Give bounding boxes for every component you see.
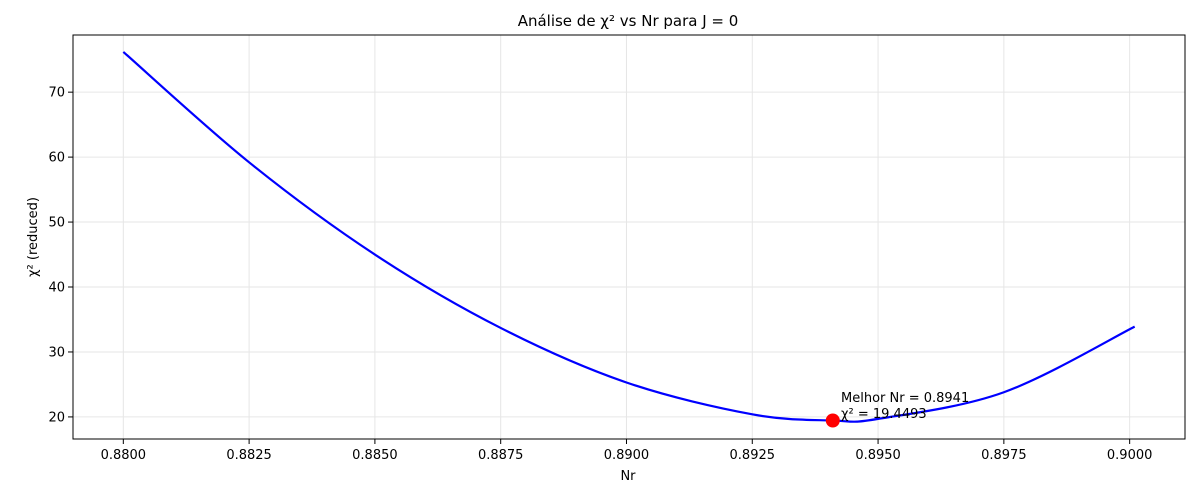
x-axis-label: Nr [620,469,636,484]
x-tick-label: 0.8875 [478,448,524,463]
x-tick-label: 0.8900 [604,448,650,463]
y-tick-label: 30 [48,345,65,360]
x-tick-label: 0.8800 [101,448,147,463]
best-nr-label: Melhor Nr = 0.8941 [841,391,969,406]
plot-frame [72,34,1186,440]
x-tick-label: 0.8975 [981,448,1027,463]
x-tick-label: 0.8825 [226,448,272,463]
chi-square-curve [122,51,1136,423]
y-tick-label: 60 [48,151,65,166]
best-nr-marker [825,413,840,428]
y-tick-label: 50 [48,216,65,231]
best-chi2-label: χ² = 19.4493 [841,407,927,422]
x-tick-label: 0.9000 [1107,448,1153,463]
x-tick-label: 0.8950 [855,448,901,463]
x-tick-label: 0.8925 [730,448,776,463]
y-tick-label: 40 [48,281,65,296]
y-axis-label: χ² (reduced) [26,197,41,277]
grid [73,35,1185,439]
y-axis-ticks: 20 30 40 50 60 70 [48,86,73,425]
x-tick-label: 0.8850 [352,448,398,463]
y-tick-label: 20 [48,410,65,425]
y-tick-label: 70 [48,86,65,101]
chart-title: Análise de χ² vs Nr para J = 0 [518,12,739,30]
x-axis-ticks: 0.8800 0.8825 0.8850 0.8875 0.8900 0.8925 0.89… [101,439,1153,463]
